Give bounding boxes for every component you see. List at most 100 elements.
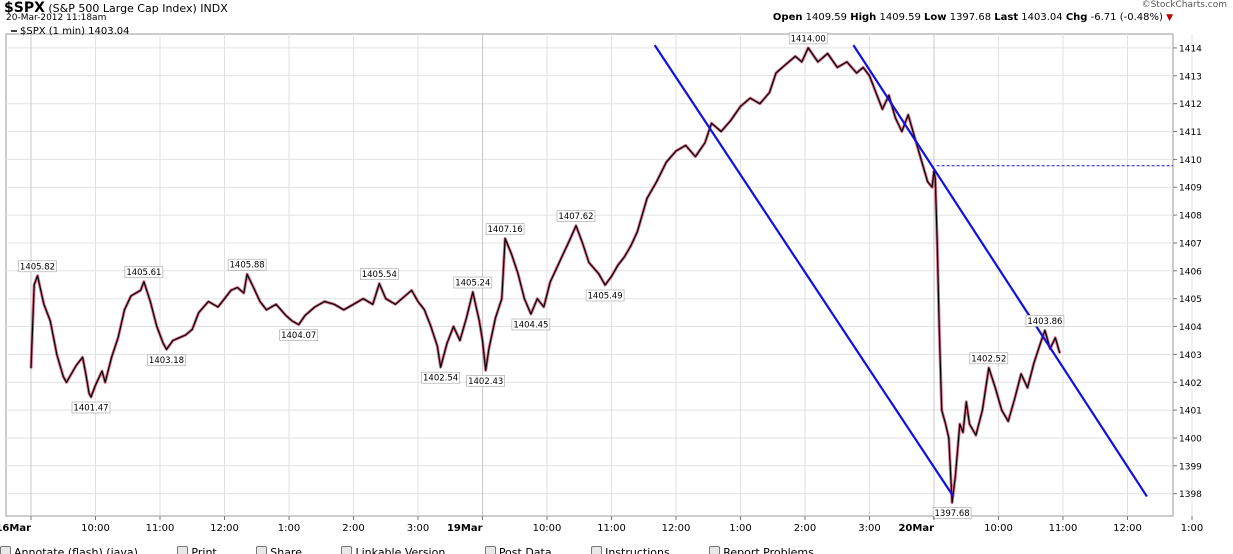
last-value: 1403.04	[1021, 12, 1063, 23]
toolbar-report[interactable]: Report Problems	[709, 546, 832, 554]
toolbar-annotate[interactable]: Annotate (flash) (java)	[0, 546, 156, 554]
report-icon	[709, 546, 721, 554]
annotation-box	[279, 329, 319, 341]
annotation-box	[453, 276, 493, 289]
toolbar-post-data-label: Post Data	[498, 546, 552, 554]
x-tick-label: 19Mar	[447, 523, 483, 534]
annotation-label: 1397.68	[935, 509, 970, 519]
x-tick-label: 2:00	[342, 523, 364, 534]
annotation-label: 1404.45	[513, 321, 548, 331]
help-icon	[591, 546, 603, 554]
last-label: Last	[994, 12, 1019, 23]
annotation-label: 1405.82	[20, 262, 55, 272]
x-tick-label: 1:00	[729, 523, 751, 534]
x-tick-label: 20Mar	[898, 523, 934, 534]
security-name: (S&P 500 Large Cap Index)	[48, 2, 197, 15]
down-arrow-icon: ▼	[1166, 13, 1173, 23]
annotation-label: 1402.43	[468, 377, 503, 387]
y-tick-label: 1411	[1179, 128, 1202, 138]
trend-channel-line[interactable]	[653, 44, 955, 498]
x-tick-label: 12:00	[210, 523, 239, 534]
annotation-label: 1402.52	[971, 354, 1006, 364]
annotation-box	[511, 318, 551, 331]
y-tick-label: 1401	[1179, 407, 1202, 417]
x-tick-label: 3:00	[407, 523, 429, 534]
y-tick-label: 1406	[1179, 267, 1202, 277]
y-tick-label: 1403	[1179, 351, 1202, 361]
price-line	[30, 47, 1061, 504]
plot-frame	[5, 33, 1174, 517]
price-chart: 1405.82 1401.47 1405.61 1403.18 1405.88 1404.…	[0, 26, 1203, 534]
annotation-box	[1025, 315, 1065, 327]
x-axis: 16Mar 10:00 11:00 12:00 1:00 2:00 3:00 19Mar 10:…	[0, 516, 1203, 534]
annotation-label: 1407.16	[488, 225, 523, 235]
toolbar-share[interactable]: Share	[256, 546, 320, 554]
x-tick-label: 3:00	[858, 523, 880, 534]
annotation-box	[585, 289, 625, 302]
chg-value: -6.71 (-0.48%)	[1090, 12, 1163, 23]
toolbar-annotate-label: Annotate (flash) (java)	[14, 546, 138, 554]
annotation-label: 1405.61	[126, 268, 161, 278]
x-tick-label: 10:00	[533, 523, 562, 534]
brand-logo[interactable]: ©StockCharts.com	[1141, 0, 1227, 10]
x-tick-label: 1:00	[1181, 523, 1203, 534]
y-tick-label: 1409	[1179, 184, 1202, 194]
x-tick-label: 11:00	[1049, 523, 1078, 534]
x-tick-label: 10:00	[984, 523, 1013, 534]
y-tick-label: 1399	[1179, 462, 1202, 472]
x-tick-label: 2:00	[794, 523, 816, 534]
x-tick-label: 16Mar	[0, 523, 31, 534]
annotation-label: 1405.24	[455, 279, 490, 289]
annotation-box	[227, 258, 267, 271]
trend-overlay	[653, 44, 1173, 498]
bottom-toolbar: Annotate (flash) (java) Print Share Link…	[0, 546, 1233, 554]
annotation-label: 1405.49	[588, 292, 623, 302]
annotation-labels: 1405.82 1401.47 1405.61 1403.18 1405.88 1404.…	[18, 32, 1065, 519]
chart-datetime: 20-Mar-2012 11:18am	[6, 13, 107, 23]
annotate-icon	[0, 546, 11, 554]
annotation-label: 1405.54	[362, 270, 397, 280]
toolbar-instructions[interactable]: Instructions	[591, 546, 688, 554]
y-tick-label: 1412	[1179, 100, 1202, 110]
y-tick-label: 1404	[1179, 323, 1202, 333]
low-label: Low	[924, 12, 947, 23]
annotation-label: 1402.54	[423, 374, 458, 384]
chg-label: Chg	[1065, 12, 1088, 23]
exchange: INDX	[200, 2, 228, 15]
y-tick-label: 1400	[1179, 435, 1202, 445]
y-tick-label: 1408	[1179, 212, 1202, 222]
toolbar-linkable[interactable]: Linkable Version	[341, 546, 463, 554]
toolbar-report-label: Report Problems	[723, 546, 814, 554]
y-tick-label: 1405	[1179, 295, 1202, 305]
annotation-label: 1403.18	[149, 356, 184, 366]
annotation-label: 1407.62	[558, 212, 593, 222]
price-series	[29, 46, 1062, 505]
annotation-box	[147, 354, 186, 366]
annotation-box	[124, 266, 164, 278]
toolbar-share-label: Share	[270, 546, 302, 554]
annotation-label: 1403.86	[1027, 317, 1062, 327]
annotation-label: 1414.00	[791, 34, 826, 44]
data-icon	[484, 546, 496, 554]
symbol: $SPX	[4, 0, 45, 16]
annotation-box	[466, 374, 506, 387]
low-value: 1397.68	[949, 12, 992, 23]
legend-label: $SPX (1 min) 1403.04	[20, 26, 130, 37]
toolbar-print-label: Print	[191, 546, 217, 554]
annotation-box	[932, 507, 972, 519]
annotation-box	[485, 223, 525, 235]
annotation-box	[788, 32, 828, 45]
y-tick-label: 1414	[1179, 44, 1202, 54]
toolbar-linkable-label: Linkable Version	[355, 546, 446, 554]
open-value: 1409.59	[805, 12, 848, 23]
y-tick-label: 1407	[1179, 240, 1202, 250]
chart-title: $SPX (S&P 500 Large Cap Index) INDX	[4, 0, 228, 16]
toolbar-print[interactable]: Print	[177, 546, 234, 554]
annotation-box	[556, 210, 596, 222]
trend-channel-line[interactable]	[852, 44, 1148, 498]
toolbar-post-data[interactable]: Post Data	[484, 546, 570, 554]
y-tick-label: 1402	[1179, 379, 1202, 389]
annotation-box	[18, 260, 57, 273]
y-tick-label: 1413	[1179, 72, 1202, 82]
annotation-label: 1401.47	[73, 404, 108, 414]
